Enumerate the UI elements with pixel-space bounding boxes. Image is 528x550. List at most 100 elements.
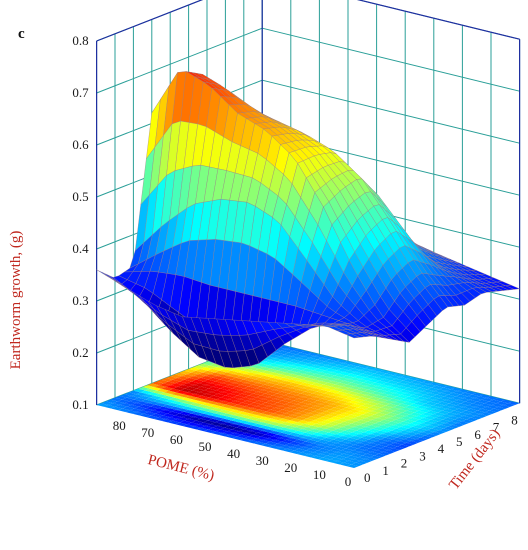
floor-cell bbox=[322, 405, 335, 410]
floor-cell bbox=[348, 409, 361, 413]
floor-cell bbox=[326, 386, 338, 390]
floor-cell bbox=[336, 409, 349, 413]
floor-cell bbox=[289, 400, 301, 405]
floor-cell bbox=[360, 418, 373, 422]
floor-cell bbox=[436, 424, 449, 429]
floor-cell bbox=[358, 455, 370, 460]
floor-cell bbox=[327, 371, 340, 376]
floor-cell bbox=[380, 428, 392, 433]
floor-cell bbox=[247, 407, 260, 412]
floor-cell bbox=[339, 453, 351, 458]
floor-cell bbox=[263, 365, 276, 369]
floor-cell bbox=[370, 423, 383, 427]
floor-cell bbox=[402, 442, 414, 447]
floor-cell bbox=[423, 407, 436, 411]
floor-cell bbox=[309, 379, 321, 383]
floor-cell bbox=[218, 400, 231, 405]
floor-cell bbox=[212, 367, 224, 371]
floor-cell bbox=[243, 377, 255, 382]
floor-cell bbox=[434, 398, 447, 402]
floor-cell bbox=[331, 443, 344, 447]
floor-cell bbox=[315, 453, 328, 458]
floor-cell bbox=[344, 419, 357, 424]
floor-cell bbox=[389, 434, 402, 438]
floor-cell bbox=[424, 384, 437, 388]
floor-cell bbox=[417, 382, 430, 386]
floor-cell bbox=[459, 415, 472, 420]
floor-cell bbox=[369, 405, 382, 410]
floor-cell bbox=[216, 365, 229, 369]
floor-cell bbox=[325, 427, 338, 431]
floor-cell bbox=[224, 416, 237, 421]
floor-cell bbox=[233, 404, 245, 408]
floor-cell bbox=[182, 383, 195, 387]
floor-cell bbox=[338, 444, 351, 449]
floor-cell bbox=[464, 390, 477, 395]
floor-cell bbox=[253, 441, 266, 446]
floor-cell bbox=[267, 436, 280, 440]
floor-cell bbox=[228, 406, 241, 410]
floor-cell bbox=[401, 425, 413, 429]
floor-cell bbox=[363, 389, 376, 394]
floor-cell bbox=[279, 386, 291, 390]
floor-cell bbox=[373, 386, 385, 390]
floor-cell bbox=[378, 402, 391, 406]
floor-cell bbox=[236, 384, 249, 389]
floor-cell bbox=[211, 431, 223, 435]
z-tick-label: 0.1 bbox=[72, 397, 88, 412]
floor-cell bbox=[355, 451, 368, 456]
floor-cell bbox=[327, 363, 339, 367]
floor-cell bbox=[329, 357, 341, 362]
floor-cell bbox=[341, 457, 354, 461]
floor-cell bbox=[372, 426, 385, 431]
floor-cell bbox=[413, 401, 426, 406]
floor-cell bbox=[242, 368, 255, 373]
floor-cell bbox=[178, 393, 191, 398]
floor-cell bbox=[296, 361, 309, 365]
floor-cell bbox=[252, 423, 265, 428]
floor-cell bbox=[189, 376, 201, 380]
floor-cell bbox=[320, 370, 333, 374]
floor-cell bbox=[278, 427, 291, 431]
floor-cell bbox=[496, 401, 508, 406]
floor-cell bbox=[477, 399, 489, 404]
floor-cell bbox=[391, 378, 404, 383]
floor-cell bbox=[232, 386, 244, 391]
floor-cell bbox=[154, 394, 167, 398]
floor-cell bbox=[217, 374, 229, 378]
floor-cell bbox=[242, 409, 255, 414]
floor-cell bbox=[154, 385, 167, 389]
floor-cell bbox=[344, 428, 357, 433]
floor-cell bbox=[361, 386, 373, 390]
floor-cell bbox=[462, 396, 475, 400]
floor-cell bbox=[294, 375, 307, 380]
floor-cell bbox=[475, 405, 487, 409]
floor-cell bbox=[366, 434, 379, 438]
floor-cell bbox=[191, 379, 204, 384]
floor-cell bbox=[284, 443, 297, 447]
floor-cell bbox=[208, 377, 220, 382]
floor-cell bbox=[222, 431, 235, 435]
floor-cell bbox=[213, 384, 225, 389]
floor-cell bbox=[212, 408, 224, 412]
floor-cell bbox=[374, 371, 387, 376]
floor-cell bbox=[343, 370, 356, 374]
floor-cell bbox=[342, 434, 355, 438]
floor-cell bbox=[331, 402, 344, 406]
floor-cell bbox=[270, 398, 283, 403]
floor-cell bbox=[194, 424, 206, 428]
floor-cell bbox=[212, 416, 225, 421]
floor-cell bbox=[407, 409, 419, 413]
x-tick-label: 30 bbox=[256, 453, 269, 468]
floor-cell bbox=[486, 396, 499, 400]
floor-cell bbox=[257, 381, 270, 385]
floor-cell bbox=[257, 422, 270, 426]
floor-cell bbox=[156, 388, 169, 393]
floor-cell bbox=[307, 352, 320, 356]
floor-cell bbox=[240, 406, 252, 410]
floor-cell bbox=[308, 452, 321, 456]
floor-cell bbox=[379, 369, 391, 374]
floor-cell bbox=[420, 394, 433, 399]
floor-cell bbox=[240, 415, 253, 419]
floor-cell bbox=[383, 441, 395, 445]
